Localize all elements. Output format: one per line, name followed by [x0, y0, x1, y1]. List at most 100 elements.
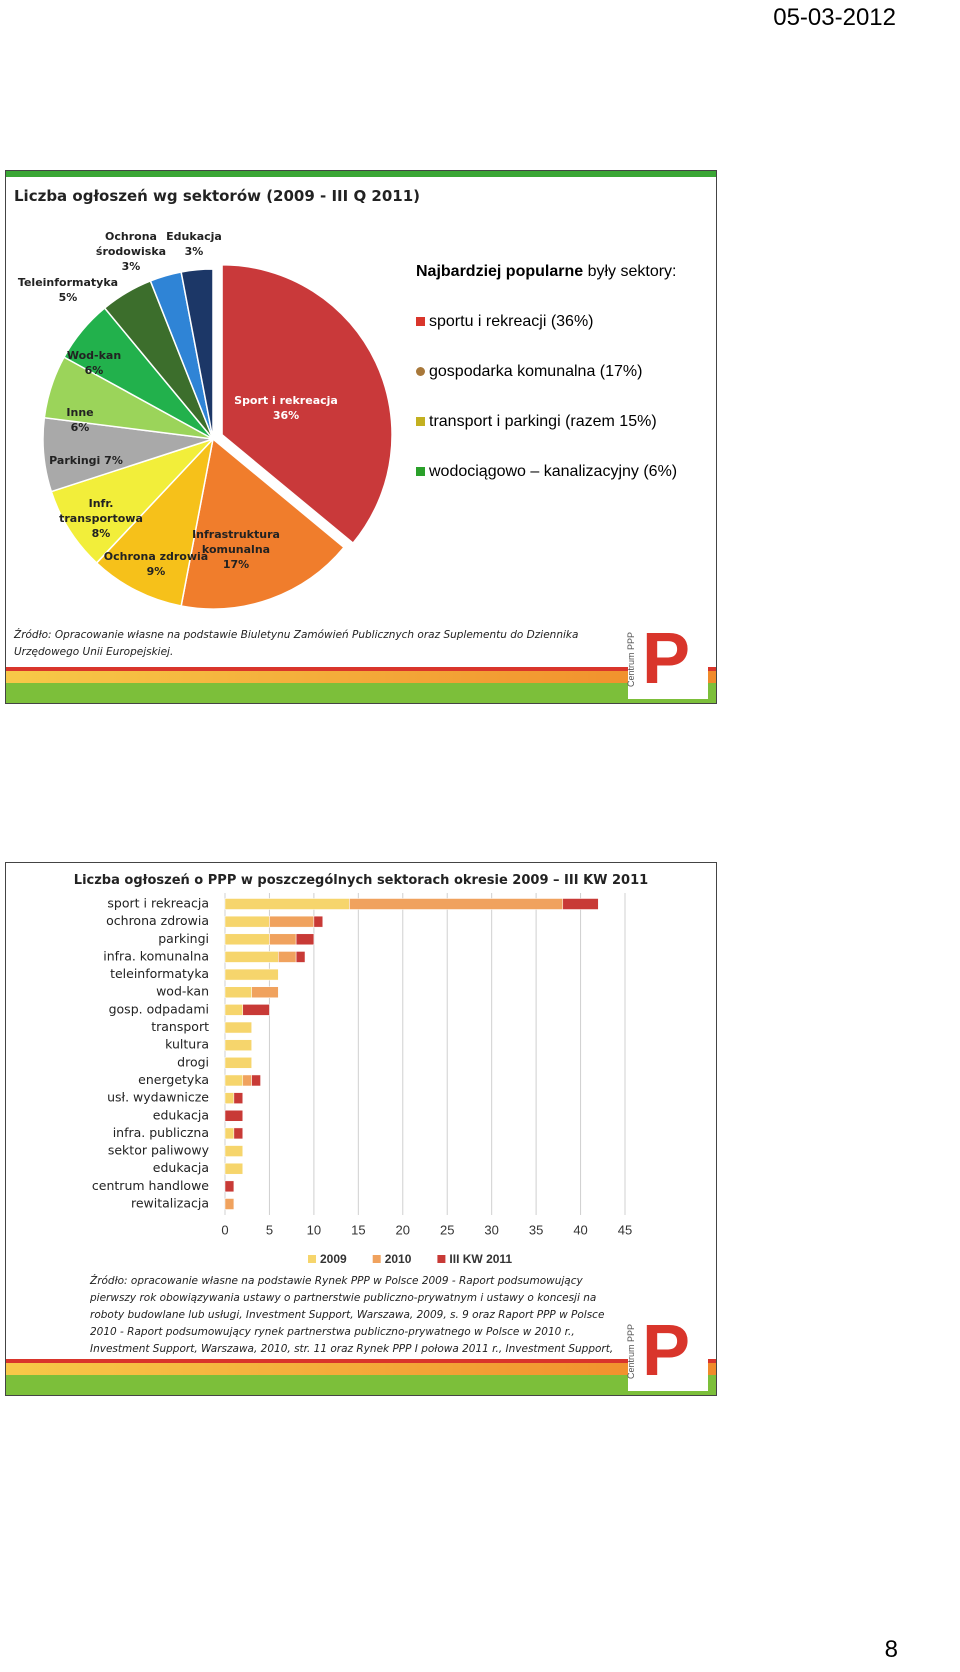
x-tick-label: 15 [351, 1222, 365, 1237]
x-tick-label: 40 [573, 1222, 587, 1237]
pie-label: Edukacja 3% [134, 229, 254, 259]
bullet: gospodarka komunalna (17%) [416, 363, 716, 381]
y-tick-label: parkingi [158, 931, 209, 946]
legend-label: 2010 [385, 1252, 412, 1266]
y-tick-label: wod-kan [156, 984, 209, 999]
page-number: 8 [884, 1636, 898, 1663]
pie-label-value: 3% [121, 260, 141, 273]
pie-label: Inne 6% [20, 405, 140, 435]
pie-label-value: 9% [146, 565, 166, 578]
slide: Liczba ogłoszeń wg sektorów (2009 - III … [5, 170, 717, 704]
pie-label-value: 8% [91, 527, 111, 540]
heading-bold: Najbardziej popularne [416, 263, 584, 280]
pie-label-name: Edukacja [166, 230, 222, 243]
bullet-text: transport i parkingi (razem 15%) [429, 413, 657, 430]
bar-segment [269, 933, 297, 946]
bar-segment [224, 915, 270, 928]
pie-chart [42, 263, 393, 610]
bar-segment [224, 1145, 244, 1157]
bullet-text: gospodarka komunalna (17%) [429, 363, 643, 380]
bar-segment [224, 1004, 244, 1016]
pie-label: Infr. transportowa 8% [41, 496, 161, 541]
y-tick-label: ochrona zdrowia [106, 913, 209, 928]
logo-text: Centrum PPP [626, 631, 636, 687]
y-tick-label: energetyka [138, 1072, 209, 1087]
bar-segment [269, 915, 315, 928]
pie-label-name: Infr. transportowa [59, 497, 143, 525]
x-tick-label: 10 [307, 1222, 321, 1237]
pie-label: Teleinformatyka 5% [8, 275, 128, 305]
pie-label: Parkingi 7% [26, 453, 146, 468]
bar-segment [295, 951, 306, 963]
bar-segment [349, 898, 564, 910]
bar-chart: 0 5 10 15 20 25 30 35 40 45 sport i rekreacja ochro… [92, 893, 632, 1266]
pie-label-value: 3% [184, 245, 204, 258]
pie-label-value: 5% [58, 291, 78, 304]
pie-label: Ochrona zdrowia 9% [96, 549, 216, 579]
bar-segment [242, 1074, 252, 1087]
bar-segment [224, 951, 279, 963]
y-tick-label: edukacja [153, 1107, 209, 1122]
bar-segment [224, 1127, 235, 1140]
x-tick-label: 20 [396, 1222, 410, 1237]
bar-segment [242, 1004, 270, 1016]
bullet: sportu i rekreacji (36%) [416, 313, 716, 331]
y-tick-label: sport i rekreacja [107, 896, 209, 911]
pie-label: Ochrona środowiska 3% [71, 229, 191, 274]
legend-label: III KW 2011 [449, 1252, 512, 1266]
pie-label-name: Infrastruktura komunalna [192, 528, 280, 556]
pie-label: Wod-kan 6% [34, 348, 154, 378]
pie-label-name: Ochrona zdrowia [103, 550, 209, 563]
source-note: Źródło: Opracowanie własne na podstawie … [14, 629, 579, 658]
pie-slice [180, 268, 214, 440]
logo: Centrum PPP P [626, 623, 708, 699]
bar-segment [295, 933, 315, 946]
y-tick-label: infra. komunalna [103, 948, 209, 963]
bar-segment [278, 951, 297, 963]
pie-slice [221, 263, 393, 545]
y-tick-label: rewitalizacja [131, 1196, 209, 1211]
legend-swatch [372, 1255, 381, 1263]
x-tick-label: 30 [484, 1222, 498, 1237]
logo-mark: P [642, 1311, 691, 1391]
chart-title: Liczba ogłoszeń o PPP w poszczególnych s… [73, 873, 649, 888]
bottom-stripe [6, 667, 716, 671]
bar-segment [224, 1057, 252, 1069]
bar-segment [562, 898, 599, 910]
top-stripe [6, 171, 716, 177]
y-tick-label: drogi [177, 1054, 209, 1069]
bar-segment [224, 1074, 244, 1087]
bar-segment [224, 1198, 235, 1210]
chart-title: Liczba ogłoszeń wg sektorów (2009 - III … [14, 187, 421, 205]
x-tick-label: 5 [266, 1222, 273, 1237]
heading-rest: były sektory: [583, 263, 677, 280]
slide: 0 5 10 15 20 25 30 35 40 45 sport i rekreacja ochro… [5, 862, 717, 1396]
pie-label-name: Wod-kan [66, 349, 122, 362]
pie-label-value: 17% [222, 558, 250, 571]
bottom-stripe [6, 683, 716, 703]
bar-segment [224, 1110, 244, 1122]
bar-segment [224, 898, 350, 910]
pie-slice [180, 437, 346, 610]
y-tick-label: centrum handlowe [92, 1178, 209, 1193]
pie-label-name: Sport i rekreacja [234, 394, 338, 407]
x-tick-label: 45 [618, 1222, 632, 1237]
y-tick-label: edukacja [153, 1160, 209, 1175]
pie-label-name: Inne [66, 406, 94, 419]
x-tick-label: 35 [529, 1222, 543, 1237]
pie-label-name: Parkingi [49, 454, 101, 467]
bar-segment [313, 915, 324, 928]
bar-segment [224, 1162, 244, 1175]
pie-label-value: 7% [104, 454, 123, 467]
y-tick-label: transport [151, 1019, 209, 1034]
y-tick-label: gosp. odpadami [109, 1001, 209, 1016]
bar-segment [224, 1039, 252, 1051]
legend-label: 2009 [320, 1252, 347, 1266]
x-tick-label: 25 [440, 1222, 454, 1237]
bar-segment [224, 933, 270, 946]
legend-swatch [308, 1255, 316, 1263]
y-tick-label: sektor paliwowy [108, 1143, 210, 1158]
bar-segment [224, 986, 252, 998]
bullet-heading: Najbardziej popularne były sektory: [416, 263, 716, 281]
bottom-stripe [6, 1359, 716, 1363]
